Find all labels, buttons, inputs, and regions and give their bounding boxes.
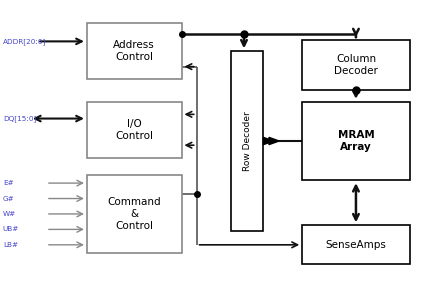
Bar	[302, 225, 410, 265]
Text: E#: E#	[3, 180, 13, 186]
Bar	[302, 102, 410, 180]
Polygon shape	[264, 137, 273, 145]
Bar	[302, 40, 410, 91]
Bar	[87, 175, 181, 253]
Text: SenseAmps: SenseAmps	[325, 240, 386, 250]
Text: W#: W#	[3, 211, 16, 217]
Bar	[87, 23, 181, 79]
Text: I/O
Control: I/O Control	[115, 119, 153, 140]
Bar	[231, 51, 264, 231]
Text: Command
&
Control: Command & Control	[108, 197, 161, 231]
Text: Row Decoder: Row Decoder	[243, 111, 252, 171]
Polygon shape	[269, 137, 279, 145]
Text: ADDR[20:0]: ADDR[20:0]	[3, 38, 46, 45]
Text: G#: G#	[3, 195, 15, 202]
Text: UB#: UB#	[3, 226, 19, 232]
Text: MRAM
Array: MRAM Array	[337, 130, 374, 152]
Bar	[87, 102, 181, 158]
Text: Address
Control: Address Control	[113, 40, 155, 62]
Text: DQ[15:0]: DQ[15:0]	[3, 115, 36, 122]
Text: LB#: LB#	[3, 242, 18, 248]
Text: Column
Decoder: Column Decoder	[334, 54, 378, 76]
